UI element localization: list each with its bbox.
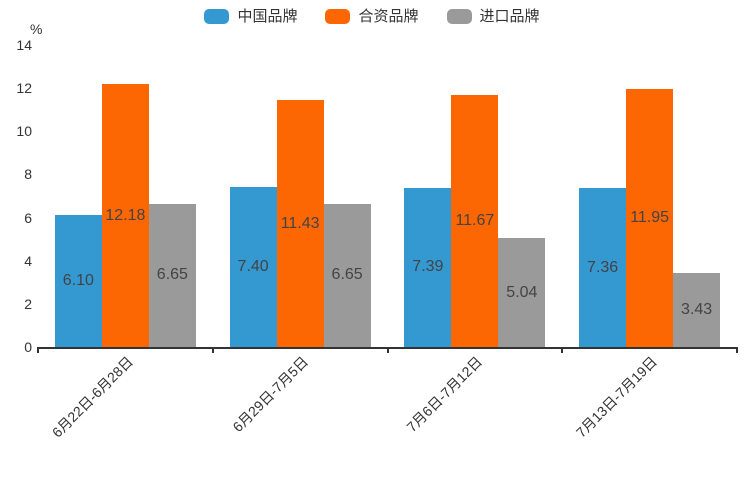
- legend-item-label: 进口品牌: [479, 8, 540, 25]
- y-axis-tick-label: 12: [16, 80, 32, 97]
- x-axis-category-label: 7月13日-7月19日: [572, 353, 661, 441]
- x-axis-category-label: 6月29日-7月5日: [228, 353, 311, 436]
- legend-swatch-icon: [446, 9, 472, 24]
- x-axis-tick: [736, 347, 738, 353]
- bar-series1-group0: 12.18: [101, 84, 149, 347]
- y-axis-tick-label: 0: [24, 339, 32, 355]
- bar-series2-group3: 3.43: [673, 273, 721, 347]
- y-axis-tick-label: 2: [24, 295, 32, 312]
- y-axis-tick-label: 6: [24, 209, 32, 226]
- x-axis-category-label: 6月22日-6月28日: [48, 353, 136, 441]
- bar-value-label: 12.18: [105, 206, 146, 224]
- x-axis-tick: [37, 347, 39, 353]
- legend-swatch-icon: [325, 9, 351, 24]
- bar-series0-group3: 7.36: [579, 188, 627, 347]
- bar-value-label: 7.40: [237, 258, 269, 276]
- bar-series1-group3: 11.95: [626, 89, 674, 347]
- legend-item-label: 中国品牌: [237, 8, 298, 25]
- bar-value-label: 6.65: [156, 266, 188, 284]
- y-axis-tick-label: 10: [16, 123, 32, 140]
- bar-series2-group0: 6.65: [148, 203, 196, 347]
- bar-series2-group2: 5.04: [498, 238, 546, 347]
- bar-value-label: 7.39: [412, 258, 444, 276]
- bar-value-label: 11.95: [630, 209, 670, 227]
- bar-value-label: 7.36: [587, 258, 619, 276]
- bar-series0-group1: 7.40: [229, 187, 277, 347]
- legend-item-series2[interactable]: 进口品牌: [446, 8, 540, 25]
- y-axis-tick-label: 8: [24, 166, 32, 183]
- x-axis-tick: [386, 347, 389, 353]
- legend-item-series1[interactable]: 合资品牌: [325, 8, 419, 25]
- bar-value-label: 6.65: [331, 266, 363, 284]
- legend-swatch-icon: [204, 9, 230, 24]
- bar-series0-group0: 6.10: [54, 215, 102, 347]
- bar-value-label: 6.10: [62, 272, 94, 290]
- bar-series2-group1: 6.65: [323, 203, 371, 347]
- x-axis-tick: [561, 347, 564, 353]
- x-axis-tick: [211, 347, 214, 353]
- x-axis-category-label: 7月6日-7月12日: [403, 353, 486, 436]
- bar-series1-group1: 11.43: [276, 100, 324, 347]
- y-axis-tick-label: 4: [24, 252, 32, 269]
- bar-series0-group2: 7.39: [404, 187, 452, 347]
- bar-series1-group2: 11.67: [451, 95, 499, 347]
- bar-value-label: 11.67: [455, 212, 495, 230]
- legend-item-series0[interactable]: 中国品牌: [204, 9, 297, 24]
- bar-value-label: 11.43: [280, 214, 320, 232]
- y-axis-tick-label: 14: [16, 37, 32, 53]
- legend: 中国品牌 合资品牌 进口品牌: [0, 9, 744, 24]
- bar-value-label: 5.04: [506, 283, 538, 301]
- y-axis-unit-label: %: [30, 21, 43, 37]
- legend-item-label: 合资品牌: [358, 8, 419, 25]
- bar-value-label: 3.43: [681, 300, 713, 318]
